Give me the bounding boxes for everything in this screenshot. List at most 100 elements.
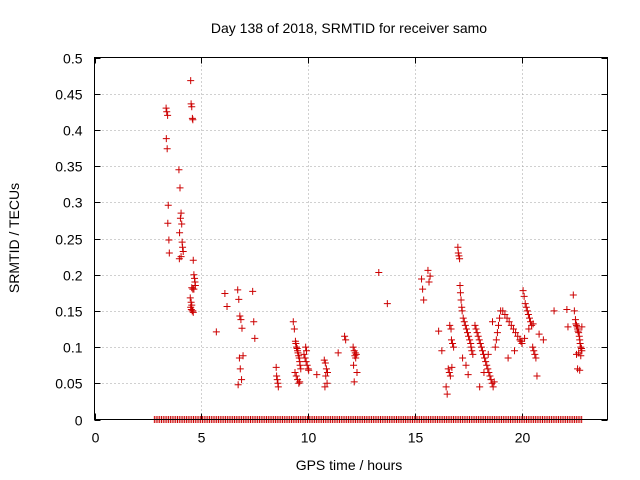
data-point <box>251 334 259 342</box>
data-point <box>305 366 313 374</box>
data-point <box>235 295 243 303</box>
data-point <box>447 325 455 333</box>
data-point <box>438 347 446 355</box>
data-point <box>313 371 321 379</box>
data-point <box>320 356 328 364</box>
data-point <box>177 209 185 217</box>
data-point <box>273 376 281 384</box>
data-point <box>190 285 198 293</box>
data-point <box>188 103 196 111</box>
data-point <box>521 334 529 342</box>
data-point <box>292 343 300 351</box>
data-point <box>532 354 540 362</box>
data-point <box>187 77 195 85</box>
data-point <box>418 275 426 283</box>
data-point <box>523 307 531 315</box>
data-point <box>457 296 465 304</box>
data-point <box>522 303 530 311</box>
data-point <box>176 229 184 237</box>
x-tick-label: 0 <box>92 430 100 446</box>
data-point <box>484 365 492 373</box>
data-point <box>375 269 383 277</box>
data-point <box>323 368 331 376</box>
data-point <box>449 339 457 347</box>
data-point <box>533 372 541 380</box>
y-tick-label: 0.05 <box>55 376 82 392</box>
data-point <box>530 347 538 355</box>
data-point <box>301 354 309 362</box>
data-point <box>468 347 476 355</box>
data-point <box>342 336 350 344</box>
data-point <box>350 378 358 386</box>
data-point <box>461 321 469 329</box>
data-point <box>189 308 197 316</box>
data-point <box>289 318 297 326</box>
data-point <box>237 316 245 324</box>
data-points <box>150 77 586 423</box>
x-tick-label: 20 <box>515 430 531 446</box>
data-point <box>505 318 513 326</box>
data-point <box>448 363 456 371</box>
axes: 0 0.05 0.1 0.15 0.2 0.25 0.3 0.35 0.4 0.45 0.5 0 5 10… <box>55 51 608 446</box>
data-point <box>524 311 532 319</box>
data-point <box>163 145 171 153</box>
data-point <box>273 372 281 380</box>
y-tick-label: 0.4 <box>63 123 83 139</box>
data-point <box>349 343 357 351</box>
data-point <box>563 305 571 313</box>
data-point <box>535 330 543 338</box>
data-point <box>476 339 484 347</box>
data-point <box>456 255 464 263</box>
data-point <box>469 350 477 358</box>
data-point <box>550 307 558 315</box>
data-point <box>456 289 464 297</box>
data-point <box>460 318 468 326</box>
data-point <box>236 365 244 373</box>
data-point <box>576 339 584 347</box>
data-point <box>489 318 497 326</box>
data-point <box>443 390 451 398</box>
data-point <box>294 349 302 357</box>
data-point <box>528 321 536 329</box>
y-tick-label: 0.45 <box>55 87 82 103</box>
plot-frame <box>94 57 608 420</box>
data-point <box>323 379 331 387</box>
data-point <box>472 325 480 333</box>
data-point <box>190 271 198 279</box>
data-point <box>575 329 583 337</box>
data-point <box>221 290 229 298</box>
y-tick-label: 0.1 <box>63 340 83 356</box>
data-point <box>520 292 528 300</box>
data-point <box>483 361 491 369</box>
data-point <box>576 366 584 374</box>
data-point <box>165 236 173 244</box>
data-point <box>512 329 520 337</box>
data-point <box>496 314 504 322</box>
x-tick-label: 15 <box>408 430 424 446</box>
data-point <box>572 320 580 328</box>
data-point <box>295 379 303 387</box>
data-point <box>238 376 246 384</box>
data-point <box>529 343 537 351</box>
data-point <box>525 314 533 322</box>
data-point <box>274 383 282 391</box>
data-point <box>296 361 304 369</box>
data-point <box>250 318 258 326</box>
data-point <box>459 354 467 362</box>
y-axis-label: SRMTID / TECUs <box>6 183 22 293</box>
y-tick-label: 0.2 <box>63 268 83 284</box>
data-point <box>162 135 170 143</box>
y-tick-label: 0 <box>75 413 83 429</box>
data-point <box>234 286 242 294</box>
data-point <box>321 359 329 367</box>
data-point <box>302 343 310 351</box>
data-point <box>462 361 470 369</box>
data-point <box>475 336 483 344</box>
data-point <box>504 354 512 362</box>
data-point <box>425 278 433 286</box>
data-point <box>477 343 485 351</box>
data-point <box>420 296 428 304</box>
data-point <box>239 352 247 360</box>
data-point <box>176 184 184 192</box>
data-point <box>444 365 452 373</box>
